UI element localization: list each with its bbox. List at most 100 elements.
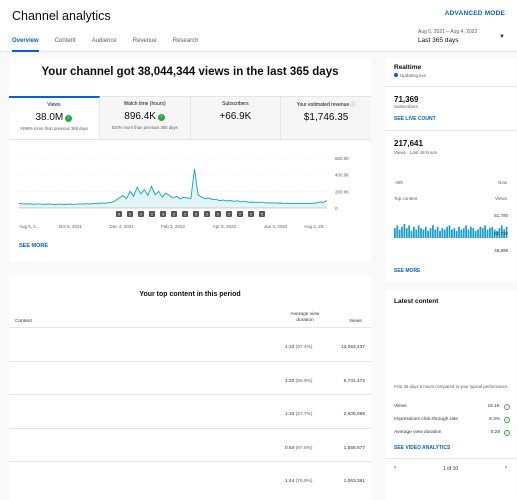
realtime-bar[interactable] bbox=[448, 225, 451, 238]
realtime-bar[interactable] bbox=[422, 229, 425, 238]
realtime-bar[interactable] bbox=[467, 229, 470, 238]
realtime-bar[interactable] bbox=[405, 228, 408, 238]
tab-research[interactable]: Research bbox=[172, 38, 199, 44]
realtime-bar[interactable] bbox=[484, 225, 487, 238]
chevron-right-icon[interactable]: › bbox=[505, 465, 507, 471]
info-icon[interactable]: ⓘ bbox=[350, 102, 356, 108]
realtime-bar[interactable] bbox=[486, 229, 489, 238]
date-range-picker[interactable]: Aug 5, 2021 – Aug 4, 2022 Last 365 days bbox=[418, 29, 477, 44]
tab-overview[interactable]: Overview bbox=[12, 38, 39, 52]
realtime-bar[interactable] bbox=[489, 228, 491, 238]
realtime-bar[interactable] bbox=[479, 226, 482, 238]
divider bbox=[385, 86, 516, 87]
video-marker[interactable] bbox=[116, 211, 122, 217]
realtime-bar[interactable] bbox=[470, 226, 472, 238]
duration: 1:22 bbox=[285, 345, 295, 350]
top-bar: Channel analytics ADVANCED MODE Overview… bbox=[0, 0, 517, 52]
video-marker[interactable] bbox=[171, 211, 177, 217]
video-marker[interactable] bbox=[204, 211, 210, 217]
realtime-bar[interactable] bbox=[462, 228, 465, 238]
realtime-bar[interactable] bbox=[394, 228, 396, 238]
realtime-bar[interactable] bbox=[465, 225, 468, 238]
video-marker[interactable] bbox=[149, 211, 155, 217]
chevron-left-icon[interactable]: ‹ bbox=[394, 465, 396, 471]
realtime-bar[interactable] bbox=[396, 225, 399, 238]
realtime-bar[interactable] bbox=[477, 229, 479, 238]
realtime-bar[interactable] bbox=[415, 229, 418, 238]
realtime-bar[interactable] bbox=[432, 225, 434, 238]
divider bbox=[385, 458, 516, 459]
realtime-bar[interactable] bbox=[481, 228, 484, 238]
realtime-bar[interactable] bbox=[474, 231, 477, 238]
realtime-bar[interactable] bbox=[491, 226, 494, 238]
video-marker[interactable] bbox=[160, 211, 166, 217]
realtime-bar[interactable] bbox=[410, 231, 413, 238]
metric-watch-time[interactable]: Watch time (hours) 896.4K ↑ 820% more tha… bbox=[99, 97, 191, 139]
tab-audience[interactable]: Audience bbox=[91, 38, 117, 44]
tab-revenue[interactable]: Revenue bbox=[132, 38, 157, 44]
metric-value: 896.4K bbox=[124, 111, 156, 122]
video-marker[interactable] bbox=[259, 211, 265, 217]
metric-views[interactable]: Views 38.0M ↑ >999% more than previous 36… bbox=[9, 96, 100, 139]
realtime-bar[interactable] bbox=[496, 231, 498, 238]
x-tick-label: Apr 5, 2022 bbox=[213, 224, 237, 229]
dropdown-caret-icon[interactable]: ▼ bbox=[499, 34, 505, 40]
realtime-bar[interactable] bbox=[420, 228, 422, 238]
latest-content-note: First 45 days 6 hours compared to your t… bbox=[394, 384, 509, 389]
realtime-bar[interactable] bbox=[443, 229, 446, 238]
video-marker[interactable] bbox=[237, 211, 243, 217]
realtime-top-value: 51,780 bbox=[494, 213, 508, 218]
realtime-bar[interactable] bbox=[460, 229, 463, 238]
realtime-bar[interactable] bbox=[439, 231, 441, 238]
avg-view-duration: 1:33 (67.7%) bbox=[285, 412, 312, 417]
video-marker-label: 2 bbox=[173, 213, 175, 217]
video-marker[interactable] bbox=[248, 211, 254, 217]
see-more-button[interactable]: SEE MORE bbox=[19, 243, 49, 249]
realtime-see-more-button[interactable]: SEE MORE bbox=[394, 268, 421, 274]
tab-content[interactable]: Content bbox=[54, 38, 76, 44]
realtime-bar[interactable] bbox=[453, 228, 456, 238]
advanced-mode-button[interactable]: ADVANCED MODE bbox=[444, 10, 505, 17]
video-marker[interactable] bbox=[138, 211, 144, 217]
realtime-bar[interactable] bbox=[498, 228, 501, 238]
see-live-count-button[interactable]: SEE LIVE COUNT bbox=[394, 116, 436, 122]
realtime-bar[interactable] bbox=[493, 229, 496, 238]
realtime-bar[interactable] bbox=[398, 229, 401, 238]
realtime-bar[interactable] bbox=[434, 229, 437, 238]
realtime-bar[interactable] bbox=[472, 228, 475, 238]
latest-row-views: Views 18.1K i bbox=[394, 404, 510, 414]
see-video-analytics-button[interactable]: SEE VIDEO ANALYTICS bbox=[394, 445, 451, 451]
video-marker[interactable] bbox=[193, 211, 199, 217]
realtime-bar[interactable] bbox=[500, 225, 503, 238]
realtime-bar[interactable] bbox=[441, 228, 444, 238]
realtime-bar[interactable] bbox=[427, 231, 430, 238]
video-marker[interactable] bbox=[182, 211, 188, 217]
video-marker[interactable] bbox=[127, 211, 133, 217]
metric-revenue[interactable]: Your estimated revenue ⓘ $1,746.35 bbox=[281, 97, 371, 139]
realtime-bar[interactable] bbox=[455, 231, 458, 238]
column-header-content: Content bbox=[15, 319, 32, 324]
realtime-bar[interactable] bbox=[417, 225, 420, 238]
realtime-bar[interactable] bbox=[403, 224, 406, 238]
trend-up-icon: ↑ bbox=[65, 115, 73, 122]
realtime-bar[interactable] bbox=[429, 228, 432, 238]
realtime-bar[interactable] bbox=[424, 226, 427, 238]
realtime-bar[interactable] bbox=[436, 226, 439, 238]
row-value: 0:29 bbox=[490, 430, 500, 435]
video-marker[interactable] bbox=[215, 211, 221, 217]
top-content-card: Your top content in this period Content … bbox=[9, 275, 371, 500]
realtime-bar[interactable] bbox=[458, 226, 460, 238]
realtime-bar[interactable] bbox=[401, 226, 403, 238]
duration-percent: (66.9%) bbox=[294, 378, 313, 384]
realtime-bar[interactable] bbox=[503, 229, 506, 238]
metric-subscribers[interactable]: Subscribers +66.9K bbox=[190, 97, 282, 139]
realtime-bar[interactable] bbox=[446, 226, 449, 238]
duration: 1:44 bbox=[285, 479, 295, 484]
realtime-bar[interactable] bbox=[408, 225, 411, 238]
realtime-bar[interactable] bbox=[413, 226, 415, 238]
video-marker[interactable] bbox=[226, 211, 232, 217]
realtime-bar[interactable] bbox=[451, 229, 453, 238]
row-value: 18.1K bbox=[487, 404, 500, 409]
realtime-bar[interactable] bbox=[505, 226, 508, 238]
latest-row-avd: Average view duration 0:29 ✓ bbox=[394, 430, 510, 440]
